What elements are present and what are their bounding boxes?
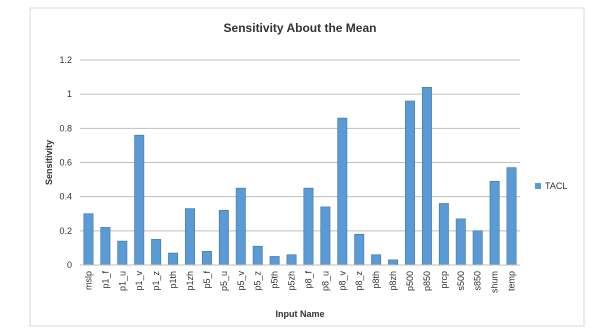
x-tick-label: s500 [456, 271, 466, 291]
y-tick-label: 0.4 [59, 192, 72, 202]
x-tick-label: p8zh [388, 271, 398, 291]
bar-p1-f [100, 227, 111, 266]
x-tick-label: p8_v [337, 271, 347, 291]
x-tick-label: p1zh [185, 271, 195, 291]
y-tick-label: 0.8 [59, 123, 72, 133]
y-tick-label: 1 [67, 89, 72, 99]
y-tick-label: 0 [67, 260, 72, 270]
x-tick-label: shum [490, 271, 500, 293]
bar-p8th [371, 254, 382, 266]
legend-label-tacl: TACL [545, 181, 567, 191]
bar-p5-f [201, 251, 212, 266]
x-tick-label: prcp [439, 271, 449, 289]
bar-prcp [438, 203, 449, 266]
bar-mslp [83, 213, 94, 266]
x-tick-label: p8_f [303, 271, 313, 289]
x-tick-label: p1_u [117, 271, 127, 291]
y-tick-label: 0.2 [59, 226, 72, 236]
x-tick-label: p500 [405, 271, 415, 291]
x-tick-label: p5_v [236, 271, 246, 291]
bar-p5zh [286, 254, 297, 266]
x-tick-label: p8th [371, 271, 381, 289]
bar-p8-u [320, 206, 331, 266]
bar-p500 [405, 100, 415, 266]
x-axis-title: Input Name [275, 309, 324, 319]
chart-title: Sensitivity About the Mean [224, 21, 377, 35]
bar-p8zh [388, 259, 399, 266]
x-tick-label: p1_v [134, 271, 144, 291]
bar-p5-z [252, 245, 263, 266]
x-axis-ticks: mslp p1_f p1_u p1_v p1_z p1th p1zh p5_f p5_u p5_v… [83, 271, 516, 294]
bar-p850 [421, 87, 432, 266]
bar-p1th [168, 252, 179, 266]
bar-p5th [269, 256, 280, 266]
bar-temp [506, 167, 517, 266]
bar-p8-z [354, 233, 365, 266]
x-tick-label: p1th [168, 271, 178, 289]
bar-p5-u [218, 210, 229, 266]
bar-p5-v [235, 187, 246, 266]
bar-p1zh [185, 208, 195, 266]
y-axis-ticks: 0 0.2 0.4 0.6 0.8 1 1.2 [59, 55, 72, 270]
x-tick-label: p8_u [320, 271, 330, 291]
bars [83, 87, 517, 266]
bar-p1-u [117, 240, 128, 266]
legend-swatch [535, 183, 541, 189]
x-tick-label: s850 [473, 271, 483, 291]
bar-p8-f [303, 187, 314, 266]
x-tick-label: p8_z [354, 271, 364, 291]
legend: TACL [535, 181, 567, 191]
x-tick-label: temp [507, 271, 517, 291]
chart-border [29, 7, 585, 327]
bar-p8-v [337, 117, 348, 266]
bar-p1-z [151, 239, 162, 266]
x-tick-label: p5th [270, 271, 280, 289]
bar-shum [489, 180, 500, 266]
x-tick-label: p5zh [287, 271, 297, 291]
x-tick-label: p1_z [151, 271, 161, 291]
y-tick-label: 1.2 [59, 55, 72, 65]
x-tick-label: p5_f [202, 271, 212, 289]
x-tick-label: p5_u [219, 271, 229, 291]
x-tick-label: p5_z [253, 271, 263, 291]
y-tick-label: 0.6 [59, 158, 72, 168]
bar-s850 [472, 230, 483, 266]
x-tick-label: p850 [422, 271, 432, 291]
x-tick-label: p1_f [100, 271, 110, 289]
bar-p1-v [134, 134, 145, 266]
y-axis-title: Sensitivity [44, 140, 54, 185]
x-tick-label: mslp [83, 271, 93, 290]
bar-s500 [455, 218, 466, 266]
